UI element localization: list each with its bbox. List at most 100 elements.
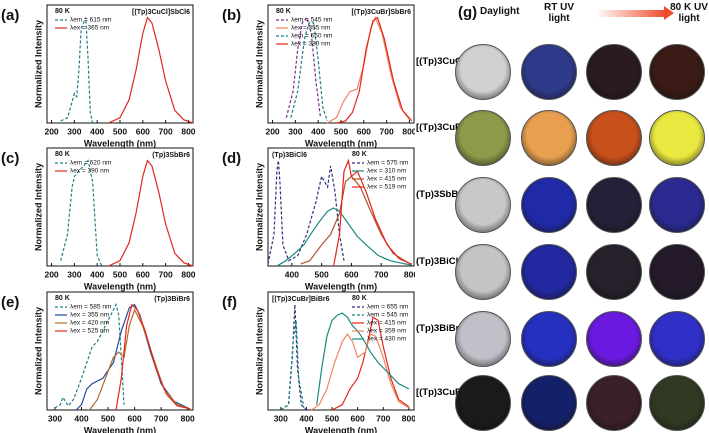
legend-label: λex = 390 nm [70, 168, 109, 175]
sample-photo [521, 44, 577, 100]
row-label: [(Tp)3CuBr]BiBr6 [416, 387, 495, 398]
x-tick-label: 200 [44, 126, 58, 136]
sample-photo [521, 375, 577, 431]
legend-label: λem = 655 nm [367, 304, 408, 311]
compound-label: [(Tp)3CuBr]SbBr6 [352, 9, 412, 16]
x-axis-label: Wavelength (nm) [305, 281, 377, 291]
sample-photo [649, 244, 705, 300]
x-tick-label: 600 [128, 413, 142, 423]
x-tick-label: 400 [90, 126, 104, 136]
temperature-label: 80 K [352, 151, 367, 158]
compound-label: [(Tp)3CuCl]SbCl6 [132, 9, 190, 16]
sample-photo [586, 375, 642, 431]
panel-label: (g) [458, 4, 478, 21]
column-header: RT UV light [544, 2, 574, 24]
spectrum-line [336, 16, 413, 124]
x-tick-label: 800 [181, 413, 195, 423]
sample-photo [586, 44, 642, 100]
spectrum-line [316, 312, 410, 405]
spectrum-line [108, 16, 194, 124]
sample-photo [455, 311, 511, 367]
x-tick-label: 600 [136, 126, 150, 136]
spectrum-line [75, 303, 188, 411]
x-axis-label: Wavelength (nm) [305, 138, 377, 148]
y-axis-label: Normalized Intensity [254, 163, 264, 251]
x-tick-label: 500 [325, 413, 339, 423]
spectrum-line [60, 17, 94, 124]
legend-label: λem = 585 nm [70, 304, 111, 311]
sample-photo [455, 244, 511, 300]
panel-label: (b) [222, 7, 241, 24]
x-tick-label: 700 [154, 413, 168, 423]
x-tick-label: 700 [380, 126, 394, 136]
legend-label: λex = 415 nm [367, 320, 406, 327]
x-tick-label: 300 [288, 126, 302, 136]
compound-label: [(Tp)3CuBr]BiBr6 [272, 296, 330, 303]
legend-label: λem = 650 nm [291, 33, 332, 40]
panel-label: (a) [1, 7, 19, 24]
sample-photo [455, 44, 511, 100]
x-axis-label: Wavelength (nm) [84, 281, 156, 291]
legend-label: λem = 620 nm [70, 160, 111, 167]
x-tick-label: 700 [159, 126, 173, 136]
sample-photo [521, 244, 577, 300]
temperature-label: 80 K [55, 295, 70, 302]
sample-photo [521, 110, 577, 166]
row-label: (Tp)3SbBr6 [416, 189, 468, 200]
sample-photo [586, 177, 642, 233]
x-tick-label: 300 [67, 269, 81, 279]
x-tick-label: 300 [67, 126, 81, 136]
panel-label: (e) [1, 294, 19, 311]
x-tick-label: 400 [299, 413, 313, 423]
legend-label: λem = 545 nm [367, 312, 408, 319]
panel-label: (d) [222, 150, 241, 167]
compound-label: (Tp)3BiBr6 [154, 296, 190, 303]
spectrum-line [280, 320, 305, 411]
x-tick-label: 500 [113, 269, 127, 279]
panel-label: (c) [1, 150, 19, 167]
cooling-arrow-head [664, 6, 674, 20]
x-tick-label: 800 [402, 413, 415, 423]
x-tick-label: 200 [265, 126, 279, 136]
y-axis-label: Normalized Intensity [254, 307, 264, 395]
sample-photo [455, 177, 511, 233]
row-label: [(Tp)3CuCl]SbCl6 [416, 56, 495, 67]
legend-label: λex = 355 nm [70, 312, 109, 319]
y-axis-label: Normalized Intensity [33, 20, 43, 108]
spectrum-line [267, 160, 345, 265]
legend-label: λex = 310 nm [367, 168, 406, 175]
plot-frame [46, 147, 194, 267]
x-tick-label: 200 [44, 269, 58, 279]
spectrum-line [54, 302, 125, 409]
spectrum-line [331, 316, 410, 411]
x-tick-label: 500 [113, 126, 127, 136]
x-tick-label: 800 [181, 269, 195, 279]
spectrum-line [115, 303, 191, 411]
temperature-label: 80 K [276, 8, 291, 15]
legend-label: λem = 545 nm [291, 17, 332, 24]
x-tick-label: 500 [315, 269, 329, 279]
spectra-charts: 200 300 400 500 600 700 800 Wavelength (nm) Norm… [1, 4, 415, 433]
x-tick-label: 700 [374, 269, 388, 279]
sample-photo [455, 110, 511, 166]
legend-label: λex = 420 nm [70, 320, 109, 327]
plot-frame [46, 4, 194, 124]
legend-label: λex = 519 nm [367, 184, 406, 191]
legend-label: λex = 415 nm [367, 176, 406, 183]
x-tick-label: 600 [351, 413, 365, 423]
x-tick-label: 700 [376, 413, 390, 423]
x-tick-label: 800 [402, 126, 415, 136]
sample-photo [521, 177, 577, 233]
column-header: 80 K UV light [670, 2, 708, 24]
spectrum-line [290, 22, 328, 122]
y-axis-label: Normalized Intensity [254, 20, 264, 108]
temperature-label: 80 K [55, 8, 70, 15]
x-tick-label: 500 [101, 413, 115, 423]
legend-label: λex = 525 nm [70, 328, 109, 335]
spectrum-line [300, 175, 409, 265]
sample-photo [649, 311, 705, 367]
x-tick-label: 300 [274, 413, 288, 423]
sample-photo [649, 375, 705, 431]
y-axis-label: Normalized Intensity [33, 163, 43, 251]
